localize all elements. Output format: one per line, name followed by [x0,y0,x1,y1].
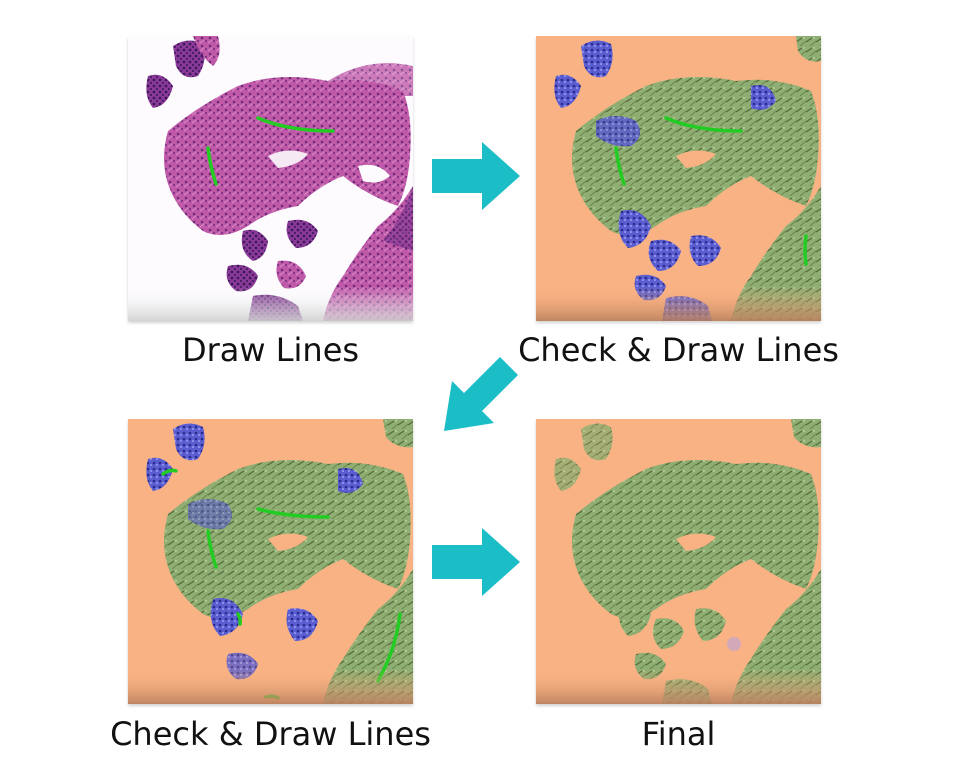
arrow-right-svg [432,142,520,210]
segmentation-overlay-image-1 [536,36,821,321]
caption-step1: Draw Lines [181,331,360,369]
he-stain-image [128,36,413,321]
arrow-down-left-svg [444,357,518,431]
segmentation-overlay-svg-1 [536,36,821,321]
caption-step2: Check & Draw Lines [518,331,839,369]
caption-step3: Check & Draw Lines [110,715,431,753]
segmentation-overlay-image-2 [128,419,413,704]
caption-step4: Final [641,715,716,753]
final-segmentation-image [536,419,821,704]
he-stain-svg [128,36,413,321]
arrow-right-icon [432,142,520,210]
final-segmentation-svg [536,419,821,704]
arrow-right-svg-2 [432,528,520,596]
arrow-right-icon-2 [432,528,520,596]
segmentation-overlay-svg-2 [128,419,413,704]
arrow-down-left-icon [440,355,520,435]
